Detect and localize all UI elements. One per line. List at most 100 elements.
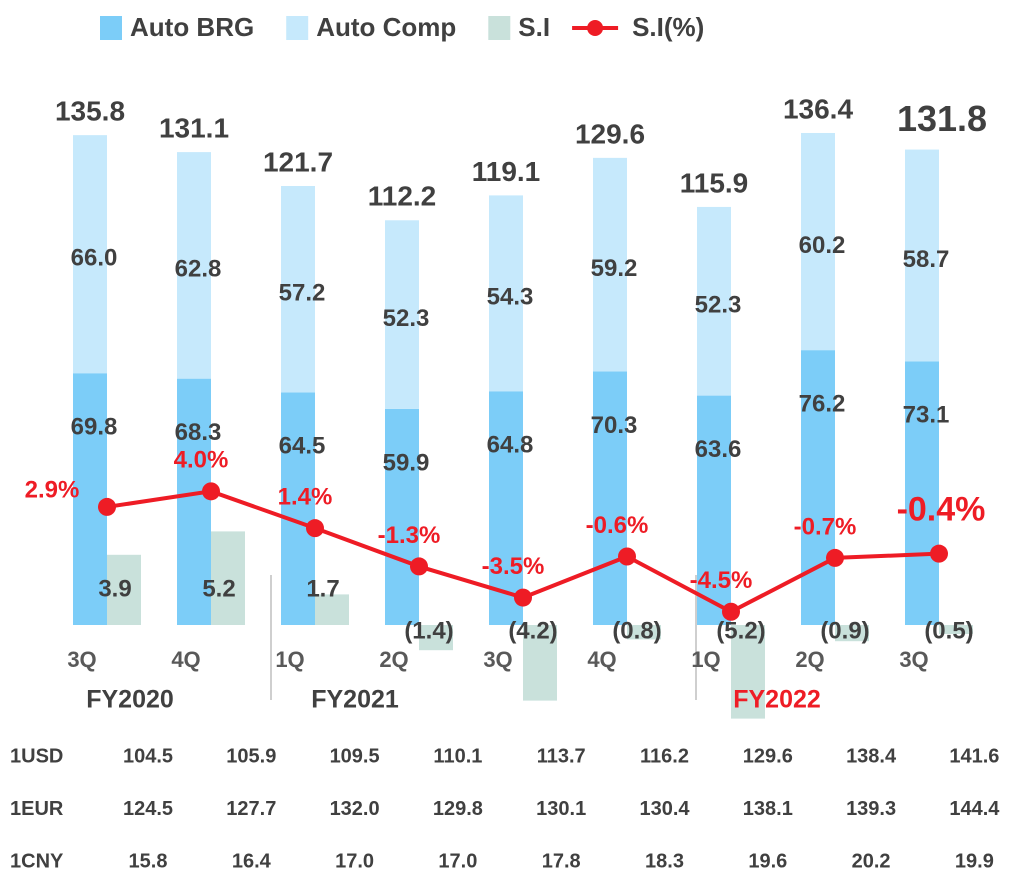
data-label: -0.4% — [897, 491, 986, 529]
table-cell: 116.2 — [640, 745, 689, 767]
data-label: 59.9 — [383, 449, 430, 476]
line-marker — [514, 588, 532, 607]
bar-segment — [905, 149, 939, 362]
line-marker — [930, 544, 948, 563]
x-tick-label: 4Q — [171, 647, 200, 672]
data-label: -1.3% — [378, 522, 441, 549]
x-tick-label: 4Q — [587, 647, 616, 672]
bar — [107, 554, 141, 625]
legend-swatch — [488, 16, 511, 40]
total-label: 112.2 — [368, 181, 437, 212]
x-tick-label: 1Q — [275, 647, 304, 672]
bar — [523, 625, 557, 701]
data-label: 2.9% — [25, 476, 80, 503]
data-label: 76.2 — [799, 390, 846, 417]
data-label: 70.3 — [591, 412, 638, 439]
table-cell: 16.4 — [232, 850, 272, 872]
data-label: 66.0 — [71, 245, 118, 272]
line-marker — [202, 482, 220, 501]
bar-segment — [73, 373, 107, 625]
data-label: 64.8 — [487, 432, 534, 459]
x-tick-label: 3Q — [899, 647, 928, 672]
table-cell: 130.4 — [639, 798, 690, 820]
x-tick-label: 3Q — [483, 647, 512, 672]
table-cell: 127.7 — [226, 798, 276, 820]
data-label: -0.7% — [794, 513, 857, 540]
bar-segment — [801, 132, 835, 351]
table-cell: 19.9 — [955, 850, 994, 872]
bar — [627, 625, 661, 640]
data-label: 60.2 — [799, 232, 846, 259]
data-label: 4.0% — [174, 447, 229, 474]
data-label: -4.5% — [690, 567, 753, 594]
bar-segment — [385, 408, 419, 625]
data-label: -3.5% — [482, 553, 545, 580]
group-label: FY2022 — [733, 686, 821, 714]
line-marker — [410, 557, 428, 576]
table-row-label: 1EUR — [10, 798, 64, 820]
data-label: 62.8 — [175, 256, 222, 283]
bar — [731, 625, 765, 719]
bar-segment — [385, 220, 419, 409]
x-tick-label: 3Q — [67, 647, 96, 672]
table-cell: 138.4 — [846, 745, 897, 767]
table-cell: 130.1 — [536, 798, 586, 820]
data-label: (0.5) — [924, 617, 973, 644]
bar-segment — [281, 186, 315, 393]
data-label: 1.4% — [278, 484, 333, 511]
table-cell: 144.4 — [949, 798, 1000, 820]
data-label: 52.3 — [695, 292, 742, 319]
data-label: (0.9) — [820, 617, 869, 644]
bar-segment — [801, 350, 835, 625]
data-label: (1.4) — [404, 617, 453, 644]
table-cell: 129.8 — [433, 798, 483, 820]
data-label: 58.7 — [903, 246, 950, 273]
legend-label: S.I — [518, 12, 550, 42]
bar — [211, 531, 245, 625]
legend-label: S.I(%) — [632, 12, 704, 42]
bar — [835, 625, 869, 642]
total-label: 119.1 — [472, 156, 541, 187]
legend-marker — [587, 20, 604, 36]
bar-segment — [697, 206, 731, 396]
bar-segment — [177, 378, 211, 625]
data-label: (0.8) — [612, 617, 661, 644]
line-marker — [722, 602, 740, 621]
data-label: 5.2 — [202, 575, 235, 602]
table-cell: 132.0 — [330, 798, 380, 820]
x-tick-label: 2Q — [795, 647, 824, 672]
legend-swatch — [100, 16, 122, 40]
bar — [939, 625, 973, 634]
table-cell: 110.1 — [433, 745, 482, 767]
total-label: 135.8 — [55, 96, 125, 127]
total-label: 131.8 — [897, 98, 987, 139]
data-label: (4.2) — [508, 617, 557, 644]
table-cell: 113.7 — [537, 745, 586, 767]
line-marker — [306, 519, 324, 538]
bar-segment — [593, 371, 627, 625]
table-cell: 129.6 — [743, 745, 793, 767]
bar — [419, 625, 453, 651]
data-label: 73.1 — [903, 402, 950, 429]
data-label: 54.3 — [487, 284, 534, 311]
legend-label: Auto Comp — [316, 12, 456, 42]
table-cell: 141.6 — [949, 745, 999, 767]
total-label: 121.7 — [263, 146, 333, 177]
line-marker — [618, 547, 636, 566]
table-cell: 15.8 — [129, 850, 168, 872]
x-tick-label: 1Q — [691, 647, 720, 672]
table-cell: 17.0 — [335, 850, 374, 872]
data-label: -0.6% — [586, 512, 649, 539]
table-cell: 139.3 — [846, 798, 896, 820]
table-cell: 109.5 — [330, 745, 380, 767]
data-label: 63.6 — [695, 436, 742, 463]
total-label: 136.4 — [783, 93, 853, 124]
x-tick-label: 2Q — [379, 647, 408, 672]
table-cell: 19.6 — [748, 850, 787, 872]
total-label: 131.1 — [159, 112, 229, 143]
table-cell: 105.9 — [226, 745, 276, 767]
legend-swatch — [286, 16, 309, 40]
line-marker — [826, 548, 844, 567]
data-label: (5.2) — [716, 617, 765, 644]
